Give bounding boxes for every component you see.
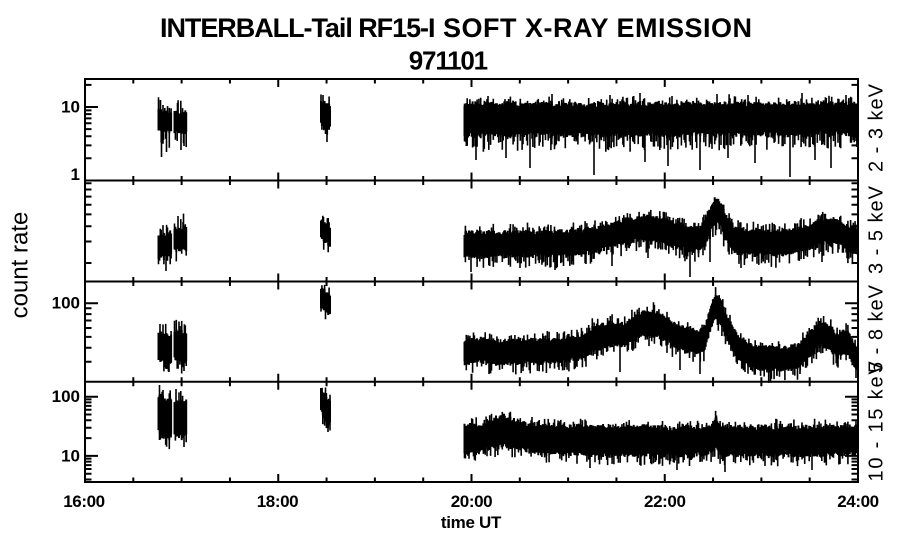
svg-text:10: 10 (61, 98, 80, 117)
svg-text:10 - 15 keV: 10 - 15 keV (866, 359, 888, 481)
svg-text:2 - 3 keV: 2 - 3 keV (866, 83, 888, 172)
svg-text:24:00: 24:00 (837, 492, 878, 511)
svg-text:971101: 971101 (409, 45, 488, 75)
svg-text:20:00: 20:00 (451, 492, 492, 511)
svg-text:time UT: time UT (441, 513, 502, 532)
svg-text:count rate: count rate (7, 212, 34, 319)
svg-text:INTERBALL-Tail RF15-I: INTERBALL-Tail RF15-I (160, 13, 434, 43)
svg-text:10: 10 (61, 447, 80, 466)
svg-text:18:00: 18:00 (257, 492, 298, 511)
svg-text:5 - 8 keV: 5 - 8 keV (866, 284, 888, 373)
svg-text:1: 1 (71, 165, 80, 184)
svg-text:22:00: 22:00 (644, 492, 685, 511)
svg-text:3 - 5 keV: 3 - 5 keV (866, 185, 888, 274)
svg-text:100: 100 (52, 294, 80, 313)
svg-text:100: 100 (52, 387, 80, 406)
svg-text:16:00: 16:00 (63, 492, 104, 511)
svg-text:SOFT X-RAY EMISSION: SOFT X-RAY EMISSION (443, 13, 753, 43)
